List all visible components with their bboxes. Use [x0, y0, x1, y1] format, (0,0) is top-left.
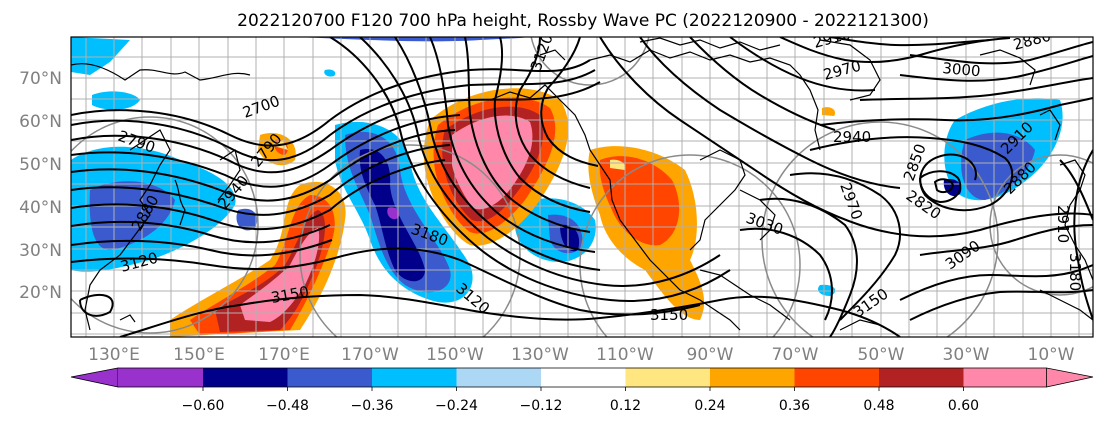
lon-label: 130°W	[511, 345, 569, 365]
colorbar: −0.60 −0.48 −0.36 −0.24 −0.12 0.12 0.24 …	[70, 367, 1094, 414]
lon-label: 170°E	[258, 345, 310, 365]
colorbar-segment	[879, 368, 964, 387]
contour-label: 3000	[942, 59, 982, 80]
contour-label: 3180	[1066, 253, 1084, 291]
lon-label: 50°W	[858, 345, 905, 365]
colorbar-segment	[710, 368, 795, 387]
anomaly-negative-region	[89, 181, 175, 250]
colorbar-tick: −0.60	[182, 398, 225, 414]
anomaly-negative-region	[290, 37, 530, 42]
height-contours	[71, 37, 1093, 337]
colorbar-segment	[794, 368, 879, 387]
lat-label: 40°N	[19, 198, 62, 218]
lon-label: 10°W	[1028, 345, 1075, 365]
lon-label: 90°W	[687, 345, 734, 365]
colorbar-tick: 0.60	[948, 398, 979, 414]
longitude-labels: 130°E 150°E 170°E 170°W 150°W 130°W 110°…	[88, 345, 1075, 365]
lon-label: 170°W	[341, 345, 399, 365]
lat-label: 30°N	[19, 241, 62, 261]
colorbar-tick: 0.48	[863, 398, 894, 414]
figure-title: 2022120700 F120 700 hPa height, Rossby W…	[237, 11, 929, 31]
colorbar-tick: −0.36	[351, 398, 394, 414]
lon-label: 150°W	[426, 345, 484, 365]
lon-label: 30°W	[943, 345, 990, 365]
lat-label: 70°N	[19, 69, 62, 89]
lat-label: 60°N	[19, 112, 62, 132]
anomaly-negative-region	[560, 224, 580, 252]
contour-label: 3150	[650, 306, 688, 324]
anomaly-positive-region	[822, 107, 836, 116]
anomaly-negative-region	[92, 91, 140, 110]
colorbar-segment	[118, 368, 203, 387]
colorbar-tick: 0.36	[779, 398, 810, 414]
colorbar-segment	[963, 368, 1047, 387]
lat-label: 20°N	[19, 283, 62, 303]
anomaly-positive-region	[630, 194, 652, 219]
colorbar-segment	[70, 367, 119, 388]
colorbar-tick: −0.12	[520, 398, 563, 414]
colorbar-tick: 0.12	[610, 398, 641, 414]
anomaly-negative-region	[324, 69, 336, 77]
colorbar-segment	[456, 368, 541, 387]
map-frame	[70, 36, 1094, 338]
lat-label: 50°N	[19, 155, 62, 175]
colorbar-tick: −0.24	[435, 398, 478, 414]
contour-label: 2940	[833, 128, 871, 146]
map-panel: 2910 2880 2970 3000 2940 2910 2700 2790 …	[70, 36, 1094, 338]
anomaly-positive-region	[215, 210, 326, 332]
lon-label: 70°W	[772, 345, 819, 365]
colorbar-segment	[625, 368, 710, 387]
latitude-labels: 70°N 60°N 50°N 40°N 30°N 20°N	[19, 69, 62, 303]
lon-label: 150°E	[173, 345, 225, 365]
anomaly-negative-region	[387, 207, 400, 220]
colorbar-tick: −0.48	[266, 398, 309, 414]
colorbar-segment	[1046, 367, 1094, 388]
anomaly-positive-region	[610, 159, 626, 170]
lon-label: 110°W	[596, 345, 654, 365]
contour-label: 2910	[1054, 205, 1072, 243]
lon-label: 130°E	[88, 345, 140, 365]
colorbar-segment	[203, 368, 288, 387]
colorbar-segment	[372, 368, 457, 387]
anomaly-negative-region	[961, 132, 1035, 200]
colorbar-segment	[287, 368, 372, 387]
range-circles	[71, 37, 1093, 337]
colorbar-segment	[541, 368, 626, 387]
colorbar-tick: 0.24	[694, 398, 725, 414]
